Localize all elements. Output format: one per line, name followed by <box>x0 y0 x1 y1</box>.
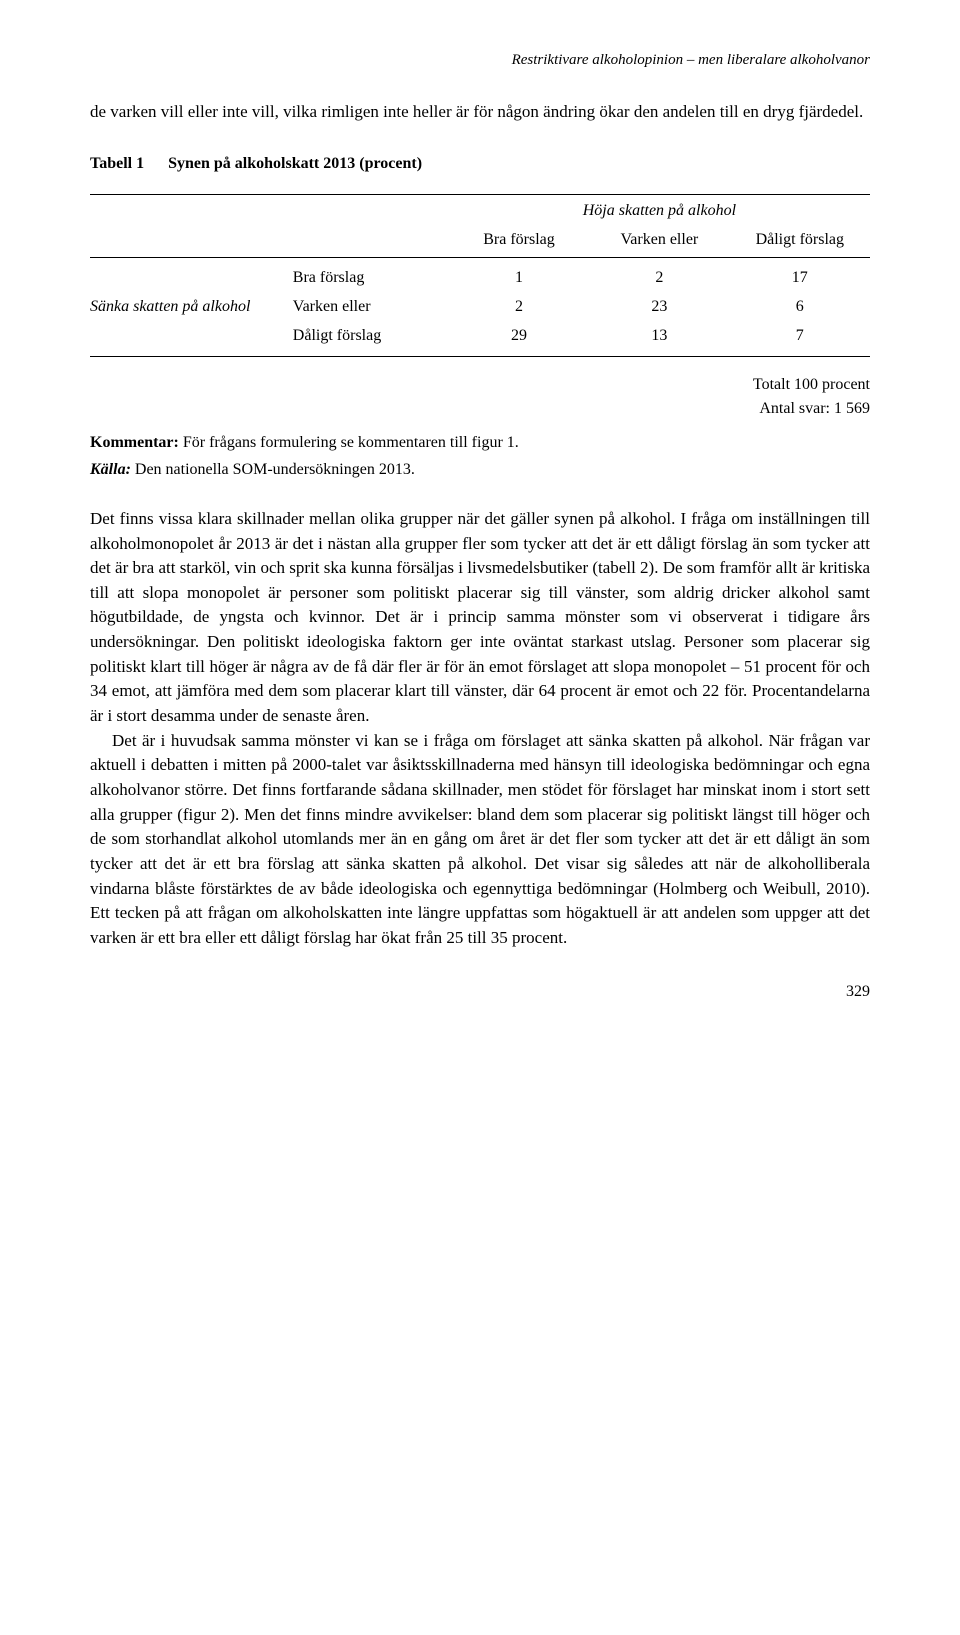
table-cell: 1 <box>449 257 589 292</box>
table-row-sublabel: Dåligt förslag <box>293 321 449 356</box>
body-paragraph: Det är i huvudsak samma mönster vi kan s… <box>90 729 870 951</box>
running-header: Restriktivare alkoholopinion – men liber… <box>90 50 870 72</box>
table-super-header: Höja skatten på alkohol <box>449 194 870 228</box>
table-row-sublabel: Varken eller <box>293 292 449 321</box>
table-cell: 2 <box>589 257 729 292</box>
table-cell: 17 <box>730 257 870 292</box>
table-col-header: Bra förslag <box>449 228 589 258</box>
table-label: Tabell 1 <box>90 155 144 172</box>
table-cell: 13 <box>589 321 729 356</box>
table-col-header: Varken eller <box>589 228 729 258</box>
intro-paragraph: de varken vill eller inte vill, vilka ri… <box>90 100 870 125</box>
body-paragraph: Det finns vissa klara skillnader mellan … <box>90 507 870 729</box>
page-number: 329 <box>90 980 870 1003</box>
table-cell: 29 <box>449 321 589 356</box>
data-table: Höja skatten på alkohol Bra förslag Vark… <box>90 194 870 357</box>
table-comment-text: För frågans formulering se kommentaren t… <box>183 434 519 451</box>
table-row-main-label: Sänka skatten på alkohol <box>90 292 293 321</box>
table-source: Källa: Den nationella SOM-undersökningen… <box>90 458 870 481</box>
table-source-label: Källa: <box>90 461 135 478</box>
table-cell: 23 <box>589 292 729 321</box>
table-cell: 2 <box>449 292 589 321</box>
table-source-text: Den nationella SOM-undersökningen 2013. <box>135 461 415 478</box>
table-cell: 6 <box>730 292 870 321</box>
table-row-sublabel: Bra förslag <box>293 257 449 292</box>
table-col-header: Dåligt förslag <box>730 228 870 258</box>
table-comment: Kommentar: För frågans formulering se ko… <box>90 431 870 454</box>
table-comment-label: Kommentar: <box>90 434 183 451</box>
table-caption: Synen på alkoholskatt 2013 (procent) <box>168 155 422 172</box>
table-title: Tabell 1 Synen på alkoholskatt 2013 (pro… <box>90 152 870 175</box>
table-footer: Totalt 100 procent Antal svar: 1 569 <box>90 373 870 421</box>
table-footer-n: Antal svar: 1 569 <box>90 397 870 421</box>
table-cell: 7 <box>730 321 870 356</box>
table-footer-total: Totalt 100 procent <box>90 373 870 397</box>
